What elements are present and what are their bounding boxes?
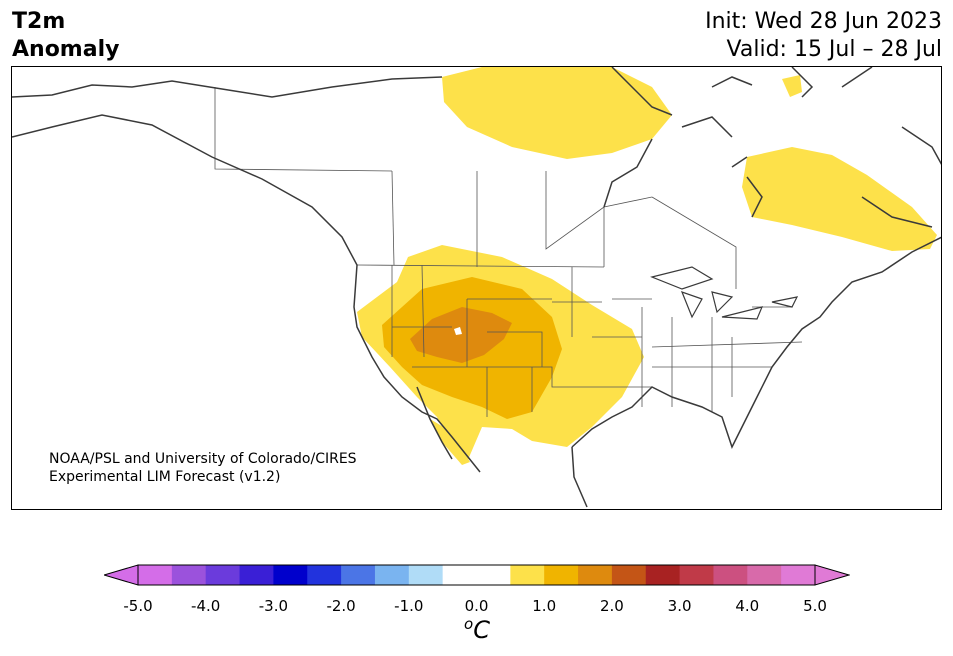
- colorbar-tick-label: 5.0: [803, 597, 827, 615]
- colorbar-tick-label: -5.0: [123, 597, 153, 615]
- colorbar-cell: [611, 565, 647, 585]
- colorbar-cell: [476, 565, 511, 585]
- political-borders: [214, 87, 803, 417]
- date-block: Init: Wed 28 Jun 2023 Valid: 15 Jul – 28…: [705, 8, 942, 64]
- colorbar-tick-label: -1.0: [394, 597, 424, 615]
- colorbar-cell: [442, 565, 477, 585]
- colorbar-tick-label: 4.0: [735, 597, 760, 615]
- coastlines: [12, 67, 941, 508]
- colorbar-cell: [307, 565, 342, 585]
- variable-title: T2m: [12, 9, 66, 34]
- credit-text: NOAA/PSL and University of Colorado/CIRE…: [49, 450, 357, 486]
- colorbar-cell: [341, 565, 376, 585]
- colorbar-cell: [273, 565, 308, 585]
- colorbar-cell: [679, 565, 714, 585]
- colorbar-tick-label: -3.0: [258, 597, 289, 615]
- colorbar-cell: [781, 565, 816, 585]
- anomaly-area-baffin: [782, 75, 802, 97]
- anomaly-area-white-spot: [454, 327, 462, 335]
- colorbar-cell: [747, 565, 782, 585]
- great-lakes: [650, 266, 799, 320]
- valid-range: Valid: 15 Jul – 28 Jul: [726, 37, 942, 62]
- anomaly-title: Anomaly: [12, 37, 120, 62]
- colorbar-cell: [578, 565, 613, 585]
- colorbar-tick-label: -2.0: [326, 597, 356, 615]
- title-block: T2m Anomaly: [12, 8, 119, 64]
- colorbar-cell: [374, 565, 410, 585]
- colorbar-tick-label: 1.0: [532, 597, 557, 615]
- colorbar-units: oC: [464, 615, 490, 644]
- colorbar-cell: [205, 565, 241, 585]
- anomaly-area-baja: [430, 419, 470, 465]
- colorbar-outline: [137, 564, 816, 586]
- colorbar-cell: [171, 565, 207, 585]
- credit-line-2: Experimental LIM Forecast (v1.2): [49, 469, 281, 485]
- colorbar-extend-high: [814, 564, 850, 586]
- colorbar-tick-label: 2.0: [599, 597, 624, 615]
- anomaly-map: [12, 67, 941, 508]
- credit-line-1: NOAA/PSL and University of Colorado/CIRE…: [49, 451, 357, 467]
- anomaly-area-arctic: [442, 67, 672, 159]
- colorbar-cell: [510, 565, 545, 585]
- degree-symbol: o: [464, 615, 474, 633]
- colorbar-cell: [138, 565, 173, 585]
- init-date: Init: Wed 28 Jun 2023: [705, 9, 942, 34]
- colorbar: [104, 564, 850, 586]
- colorbar-cell: [408, 565, 444, 585]
- colorbar-cells: [138, 565, 816, 585]
- anomaly-area-labrador: [742, 147, 937, 251]
- colorbar-tick-label: 0.0: [464, 597, 489, 615]
- unit-letter: C: [473, 616, 490, 644]
- colorbar-tick-label: -4.0: [191, 597, 221, 615]
- colorbar-cell: [645, 565, 681, 585]
- colorbar-cell: [713, 565, 748, 585]
- colorbar-tick-label: 3.0: [667, 597, 692, 615]
- colorbar-extend-low: [104, 564, 139, 586]
- colorbar-cell: [239, 565, 274, 585]
- colorbar-cell: [544, 565, 579, 585]
- anomaly-area-dark-orange: [410, 307, 512, 363]
- map-panel: [11, 66, 942, 510]
